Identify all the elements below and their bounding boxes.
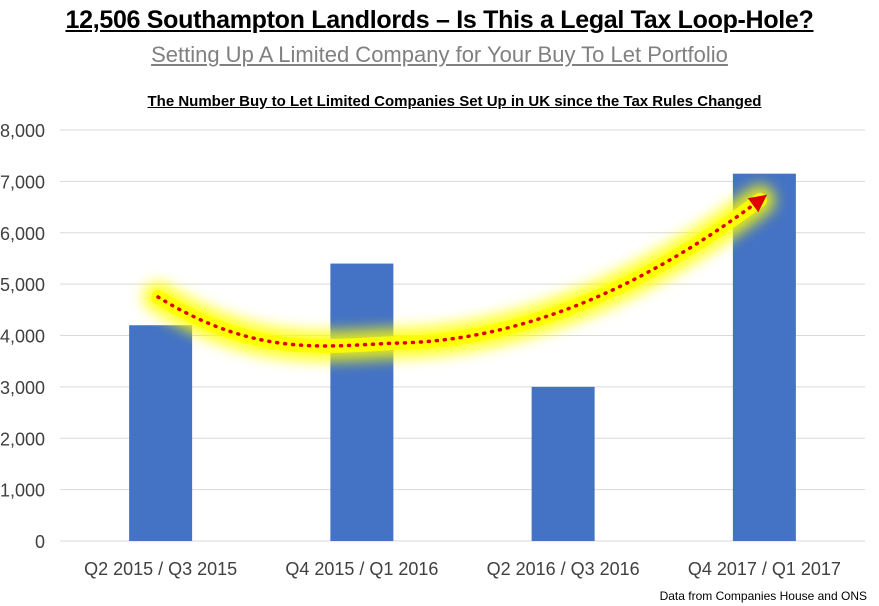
x-tick-label: Q4 2015 / Q1 2016 <box>285 559 438 579</box>
x-tick-label: Q2 2015 / Q3 2015 <box>84 559 237 579</box>
y-tick-label: 1,000 <box>0 481 45 501</box>
y-tick-label: 8,000 <box>0 121 45 141</box>
y-tick-label: 2,000 <box>0 429 45 449</box>
y-tick-label: 6,000 <box>0 224 45 244</box>
y-tick-label: 4,000 <box>0 327 45 347</box>
subheadline: Setting Up A Limited Company for Your Bu… <box>151 42 728 67</box>
bar <box>330 263 394 541</box>
y-tick-label: 3,000 <box>0 378 45 398</box>
bar <box>129 325 193 541</box>
x-tick-label: Q4 2017 / Q1 2017 <box>688 559 841 579</box>
trend-arrow <box>143 185 775 361</box>
trend-glow <box>143 185 775 361</box>
y-tick-label: 5,000 <box>0 275 45 295</box>
x-tick-label: Q2 2016 / Q3 2016 <box>487 559 640 579</box>
bar <box>531 386 595 541</box>
source-note: Data from Companies House and ONS <box>659 589 867 603</box>
chart-title: The Number Buy to Let Limited Companies … <box>147 93 762 110</box>
trend-dotted-arrow <box>156 194 768 348</box>
bar <box>732 173 796 541</box>
y-tick-label: 0 <box>35 532 45 552</box>
headline: 12,506 Southampton Landlords – Is This a… <box>65 6 814 34</box>
y-tick-label: 7,000 <box>0 172 45 192</box>
